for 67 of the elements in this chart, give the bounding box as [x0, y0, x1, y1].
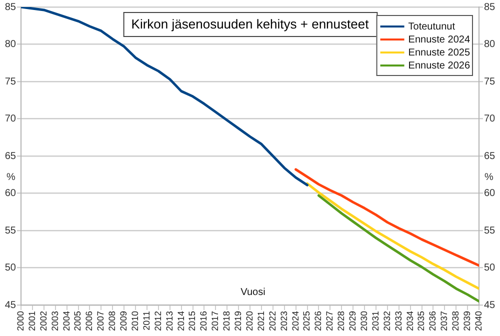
x-tick-label: 2022 [267, 311, 278, 332]
x-tick-label: 2016 [198, 311, 209, 332]
x-tick-label: 2030 [358, 311, 369, 332]
x-tick-label: 2031 [370, 311, 380, 332]
y2-tick-label: 60 [484, 188, 496, 199]
y-tick-label: 45 [4, 300, 16, 311]
y2-tick-label: 55 [484, 225, 496, 236]
x-tick-label: 2024 [290, 311, 300, 332]
x-axis-title: Vuosi [240, 286, 266, 298]
x-tick-label: 2012 [152, 311, 163, 332]
x-tick-label: 2008 [107, 311, 118, 332]
x-tick-label: 2025 [302, 311, 312, 332]
x-tick-label: 2036 [428, 311, 438, 332]
y-tick-label: 75 [4, 76, 16, 88]
x-tick-label: 2009 [118, 311, 129, 332]
legend-label: Toteutunut [408, 21, 456, 32]
x-tick-label: 2028 [336, 311, 346, 332]
x-tick-label: 2019 [233, 311, 244, 332]
x-tick-label: 2002 [38, 311, 48, 332]
y2-tick-label: 70 [484, 114, 496, 124]
y-tick-label: 65 [4, 150, 16, 162]
legend-label: Ennuste 2025 [408, 47, 470, 58]
y2-tick-label: 65 [484, 150, 496, 162]
legend-label: Ennuste 2024 [408, 34, 470, 46]
x-tick-label: 2018 [222, 311, 232, 332]
x-tick-label: 2011 [141, 311, 152, 330]
legend-label: Ennuste 2026 [408, 60, 470, 72]
x-tick-label: 2001 [26, 311, 37, 332]
text: Kirkon jäsenosuuden kehitys + ennusteet [131, 16, 370, 32]
x-tick-label: 2007 [96, 311, 106, 332]
x-tick-label: 2017 [210, 311, 220, 332]
x-tick-label: 2020 [244, 311, 254, 332]
y2-axis-title: % [484, 172, 494, 183]
x-tick-label: 2039 [462, 311, 472, 332]
x-tick-label: 2000 [15, 311, 26, 332]
x-tick-label: 2037 [439, 311, 450, 332]
x-tick-label: 2003 [50, 311, 60, 332]
y-tick-label: 80 [4, 39, 16, 50]
x-tick-label: 2034 [404, 311, 415, 332]
y2-tick-label: 45 [484, 300, 496, 311]
y2-tick-label: 75 [484, 76, 496, 88]
x-tick-label: 2038 [450, 311, 461, 332]
x-tick-label: 2032 [382, 311, 392, 332]
x-tick-label: 2033 [393, 311, 404, 332]
y-tick-label: 70 [4, 114, 16, 124]
x-tick-label: 2027 [324, 311, 335, 332]
y-tick-label: 55 [4, 225, 16, 236]
x-tick-label: 2035 [416, 311, 426, 332]
y-tick-label: 50 [4, 262, 16, 274]
y-tick-label: 60 [4, 188, 16, 199]
x-tick-label: 2040 [473, 311, 484, 332]
x-tick-label: 2021 [256, 311, 266, 332]
y-tick-label: 85 [4, 2, 16, 13]
x-tick-label: 2026 [313, 311, 324, 332]
x-tick-label: 2005 [72, 311, 83, 332]
x-tick-label: 2029 [348, 311, 358, 332]
x-tick-label: 2004 [61, 311, 72, 332]
y2-tick-label: 80 [484, 39, 496, 50]
x-tick-label: 2010 [130, 311, 140, 332]
x-tick-label: 2014 [176, 311, 186, 332]
x-tick-label: 2023 [278, 311, 289, 332]
y2-tick-label: 50 [484, 262, 496, 274]
x-tick-label: 2015 [187, 311, 198, 332]
x-tick-label: 2006 [84, 311, 94, 332]
x-tick-label: 2013 [164, 311, 174, 332]
y2-tick-label: 85 [484, 2, 496, 13]
y-axis-title: % [6, 172, 16, 183]
